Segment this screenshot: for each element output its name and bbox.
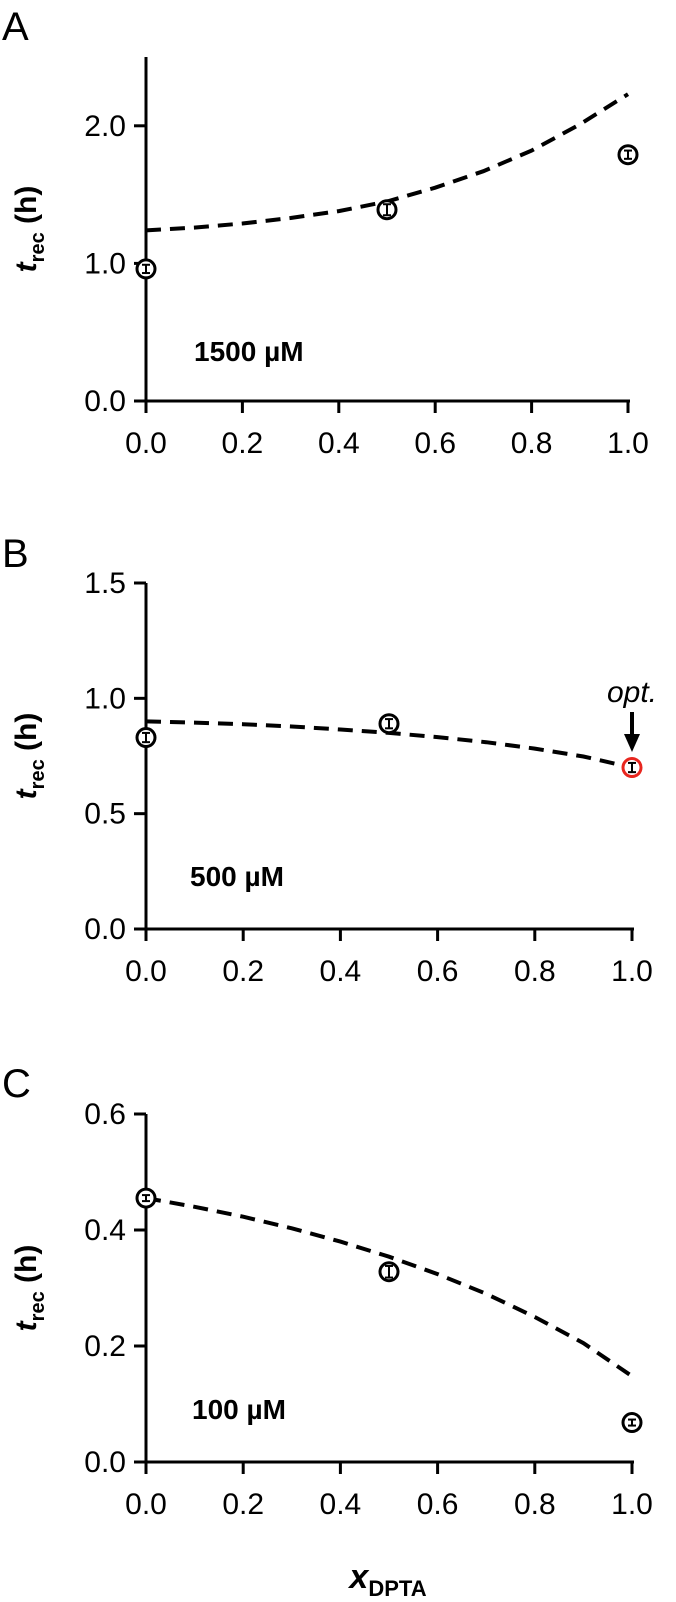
data-point [621,1412,643,1434]
x-tick-label: 0.4 [320,1488,362,1521]
y-label-main: t [10,1319,43,1331]
x-tick-label: 0.8 [511,427,553,460]
y-tick-label: 1.0 [84,682,126,715]
x-tick-label: 1.0 [611,955,653,988]
panel-B: B 0.0 0.2 0.4 0.6 0.8 1.0 0.0 0.5 1.0 1.5 trec (h) 5… [2,532,657,988]
x-tick-label: 0.0 [125,427,167,460]
y-axis-label: trec (h) [10,1245,49,1332]
y-tick-label: 0.5 [84,798,126,831]
y-tick-label: 0.0 [84,385,126,418]
y-tick-label: 1.5 [84,567,126,600]
y-label-main: t [10,260,43,272]
x-tick-label: 0.2 [222,955,264,988]
y-label-unit: (h) [10,186,43,233]
y-tick-label: 2.0 [84,110,126,143]
y-label-sub: rec [27,1291,49,1321]
y-axis-label: trec (h) [10,186,49,273]
y-label-unit: (h) [10,713,43,760]
x-tick-label: 0.6 [417,955,459,988]
concentration-label: 1500 µM [194,336,304,367]
y-tick-label: 0.0 [84,1446,126,1479]
x-label-sub: DPTA [368,1576,426,1601]
x-tick-label: 0.8 [514,955,556,988]
opt-label: opt. [607,676,657,709]
x-tick-label: 0.8 [514,1488,556,1521]
x-tick-label: 0.0 [125,1488,167,1521]
y-tick-label: 0.4 [84,1214,126,1247]
x-tick-label: 0.6 [414,427,456,460]
y-tick-label: 0.0 [84,913,126,946]
concentration-label: 100 µM [192,1394,286,1425]
panel-A: A 0.0 0.2 0.4 0.6 0.8 1.0 0.0 1.0 2.0 trec (h) 1500… [2,5,649,460]
x-tick-label: 0.2 [222,1488,264,1521]
y-tick-label: 0.6 [84,1098,126,1131]
panel-letter: B [2,532,29,576]
x-tick-label: 0.2 [222,427,264,460]
y-label-sub: rec [27,232,49,262]
y-tick-label: 1.0 [84,247,126,280]
data-point [376,199,398,221]
data-point [617,144,639,166]
x-tick-label: 1.0 [611,1488,653,1521]
panel-C: C 0.0 0.2 0.4 0.6 0.8 1.0 0.0 0.2 0.4 0.6 trec (h) 1… [2,1062,653,1601]
y-label-unit: (h) [10,1245,43,1292]
x-tick-label: 1.0 [607,427,649,460]
optimal-data-point [621,757,643,779]
y-label-sub: rec [27,759,49,789]
data-point [135,258,157,280]
data-point [378,713,400,735]
x-axis-label: xDPTA [347,1558,426,1601]
x-label-main: x [347,1558,370,1596]
x-tick-label: 0.4 [320,955,362,988]
panel-letter: C [2,1062,31,1106]
x-tick-label: 0.4 [318,427,360,460]
y-label-main: t [10,787,43,799]
panel-letter: A [2,5,29,49]
y-tick-label: 0.2 [84,1330,126,1363]
fit-curve [145,1196,634,1378]
data-point [135,1187,157,1209]
x-tick-label: 0.6 [417,1488,459,1521]
x-tick-label: 0.0 [125,955,167,988]
concentration-label: 500 µM [190,861,284,892]
data-point [378,1261,400,1283]
data-point [135,727,157,749]
opt-arrow-head [624,734,640,752]
y-axis-label: trec (h) [10,713,49,800]
